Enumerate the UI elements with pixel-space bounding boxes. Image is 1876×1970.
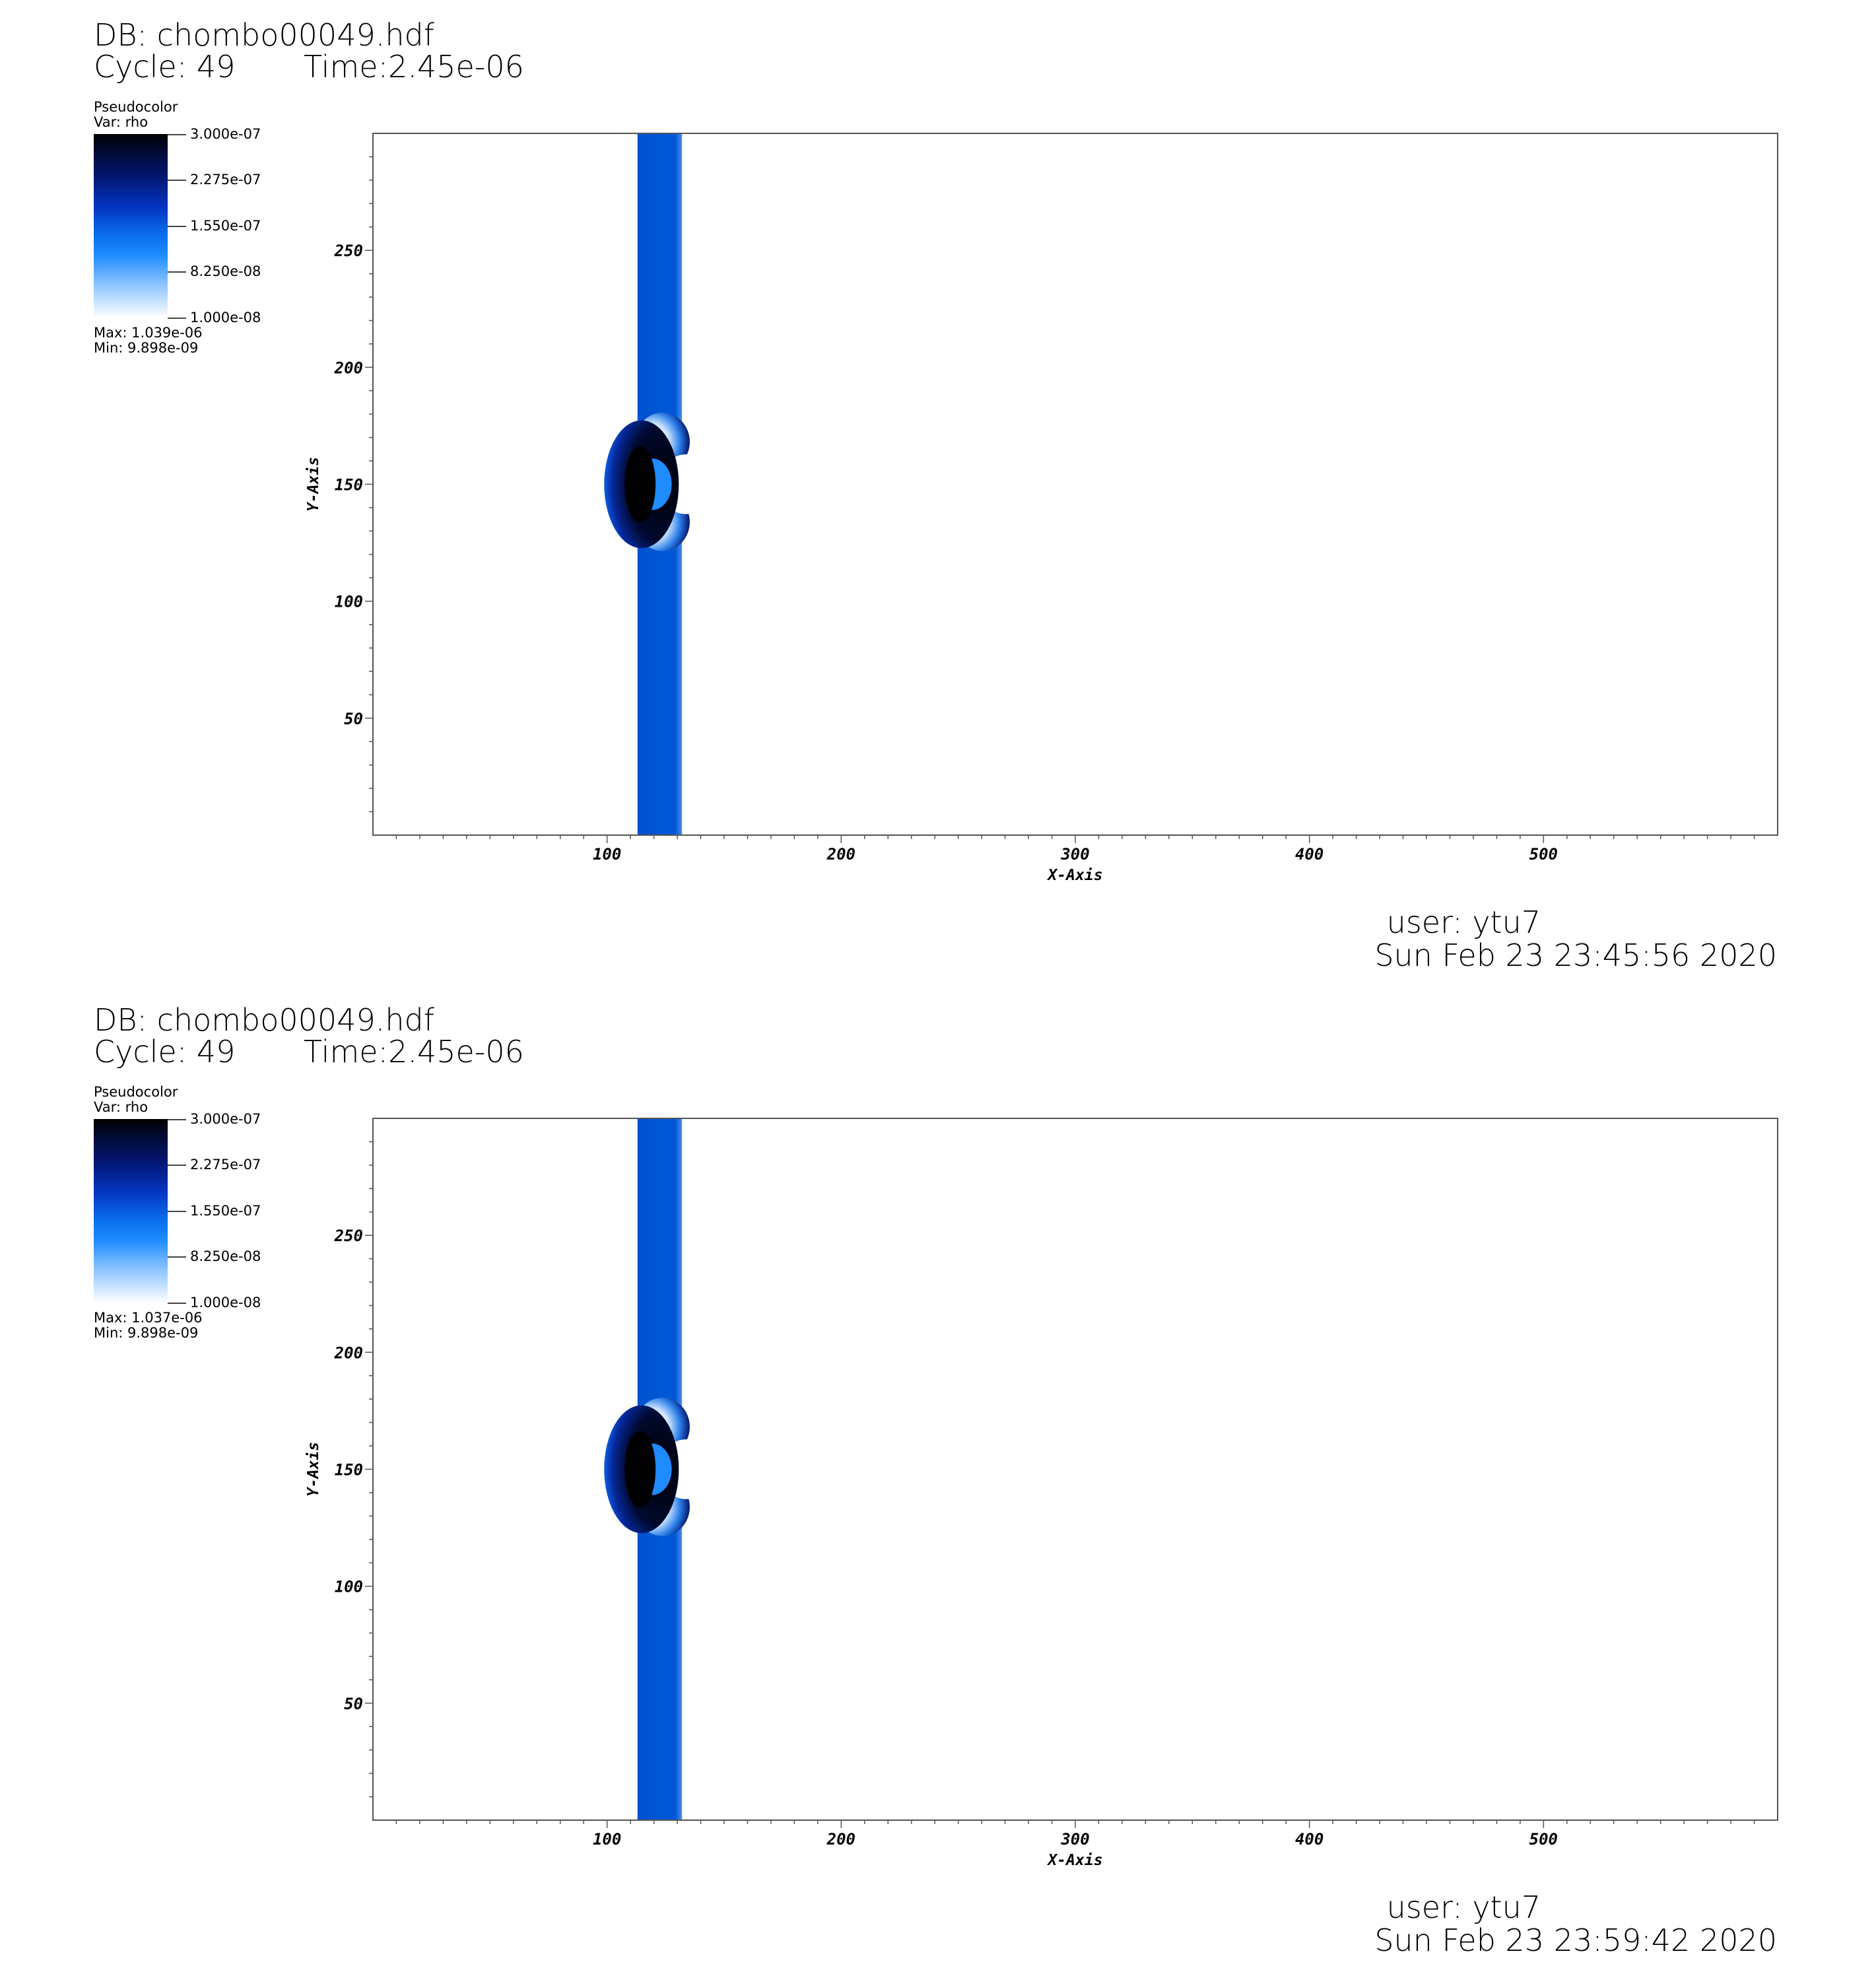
cycle-label: Cycle: 49 Time:2.45e-06	[94, 1034, 524, 1070]
colorbar-tick-label: 3.000e-07	[190, 1111, 261, 1127]
date-label: Sun Feb 23 23:45:56 2020	[1374, 937, 1777, 973]
database-title: DB: chombo00049.hdf	[94, 17, 434, 53]
y-tick-label: 50	[344, 1695, 363, 1713]
colorbar-tick	[168, 226, 186, 227]
plot-background	[373, 1118, 1778, 1820]
legend-min: Min: 9.898e-09	[94, 340, 199, 356]
plot-area: 100 200 300 400 500 50 100 150 200 250 X-Axis Y-Axi…	[305, 133, 1778, 884]
colorbar-tick-label: 1.000e-08	[190, 1295, 261, 1310]
colorbar-tick	[168, 1119, 186, 1120]
colorbar-tick-label: 8.250e-08	[190, 263, 261, 279]
colorbar-tick	[168, 180, 186, 181]
x-tick-label: 100	[593, 845, 621, 864]
x-tick-label: 400	[1295, 845, 1323, 864]
y-tick-label: 250	[334, 1227, 363, 1245]
cap-core	[624, 446, 656, 523]
user-label: user: ytu7	[1386, 1889, 1541, 1925]
colorbar-tick-label: 1.550e-07	[190, 1203, 261, 1219]
plot-panel-2: DB: chombo00049.hdf Cycle: 49 Time:2.45e…	[0, 985, 1876, 1970]
colorbar-tick	[168, 318, 186, 319]
x-tick-label: 500	[1529, 1830, 1558, 1849]
user-label: user: ytu7	[1386, 904, 1541, 940]
colorbar	[94, 1119, 168, 1303]
legend-min: Min: 9.898e-09	[94, 1325, 199, 1341]
colorbar-tick	[168, 134, 186, 135]
plot-background	[373, 133, 1778, 835]
colorbar-tick	[168, 271, 186, 273]
time-value: Time:2.45e-06	[304, 1034, 524, 1070]
database-title: DB: chombo00049.hdf	[94, 1002, 434, 1038]
y-tick-label: 50	[344, 710, 363, 728]
legend-variable: Var: rho	[94, 114, 149, 130]
y-axis-title: Y-Axis	[305, 1442, 322, 1497]
x-axis-title: X-Axis	[1046, 1852, 1102, 1869]
x-tick-label: 300	[1060, 845, 1089, 864]
cycle-label: Cycle: 49 Time:2.45e-06	[94, 49, 524, 85]
colorbar-tick-label: 3.000e-07	[190, 126, 261, 142]
y-tick-label: 100	[335, 593, 363, 611]
legend-max: Max: 1.039e-06	[94, 325, 203, 341]
colorbar-tick	[168, 1211, 186, 1212]
legend-variable: Var: rho	[94, 1099, 149, 1115]
colorbar-tick-label: 1.000e-08	[190, 310, 261, 325]
cap-core	[624, 1431, 656, 1508]
x-axis-title: X-Axis	[1046, 867, 1102, 884]
x-tick-label: 200	[826, 1830, 855, 1849]
plot-panel-1: DB: chombo00049.hdf Cycle: 49 Time:2.45e…	[94, 17, 1778, 973]
legend-max: Max: 1.037e-06	[94, 1310, 203, 1326]
y-tick-label: 150	[335, 476, 363, 494]
colorbar-tick	[168, 1165, 186, 1166]
time-value: Time:2.45e-06	[304, 49, 524, 85]
y-tick-label: 100	[335, 1578, 363, 1596]
x-tick-label: 100	[593, 1830, 621, 1849]
y-tick-label: 250	[334, 242, 363, 260]
y-tick-label: 150	[335, 1461, 363, 1479]
plot-area: 100 200 300 400 500 50 100 150 200 250 X-Axis Y-Axi…	[305, 1118, 1778, 1869]
colorbar-tick-label: 2.275e-07	[190, 1157, 261, 1172]
colorbar-tick-label: 8.250e-08	[190, 1248, 261, 1264]
y-axis-title: Y-Axis	[305, 457, 322, 512]
x-tick-label: 300	[1060, 1830, 1089, 1849]
date-label: Sun Feb 23 23:59:42 2020	[1374, 1922, 1777, 1958]
y-tick-label: 200	[334, 358, 363, 377]
cycle-value: Cycle: 49	[94, 1034, 236, 1070]
colorbar	[94, 134, 168, 318]
legend-plot-type: Pseudocolor	[94, 99, 178, 115]
colorbar-tick	[168, 1256, 186, 1258]
legend-plot-type: Pseudocolor	[94, 1084, 178, 1100]
x-tick-label: 400	[1295, 1830, 1323, 1849]
cycle-value: Cycle: 49	[94, 49, 236, 85]
colorbar-tick	[168, 1303, 186, 1304]
x-tick-label: 200	[826, 845, 855, 864]
x-tick-label: 500	[1529, 845, 1558, 864]
colorbar-tick-label: 1.550e-07	[190, 218, 261, 234]
y-tick-label: 200	[334, 1343, 363, 1362]
colorbar-tick-label: 2.275e-07	[190, 172, 261, 187]
